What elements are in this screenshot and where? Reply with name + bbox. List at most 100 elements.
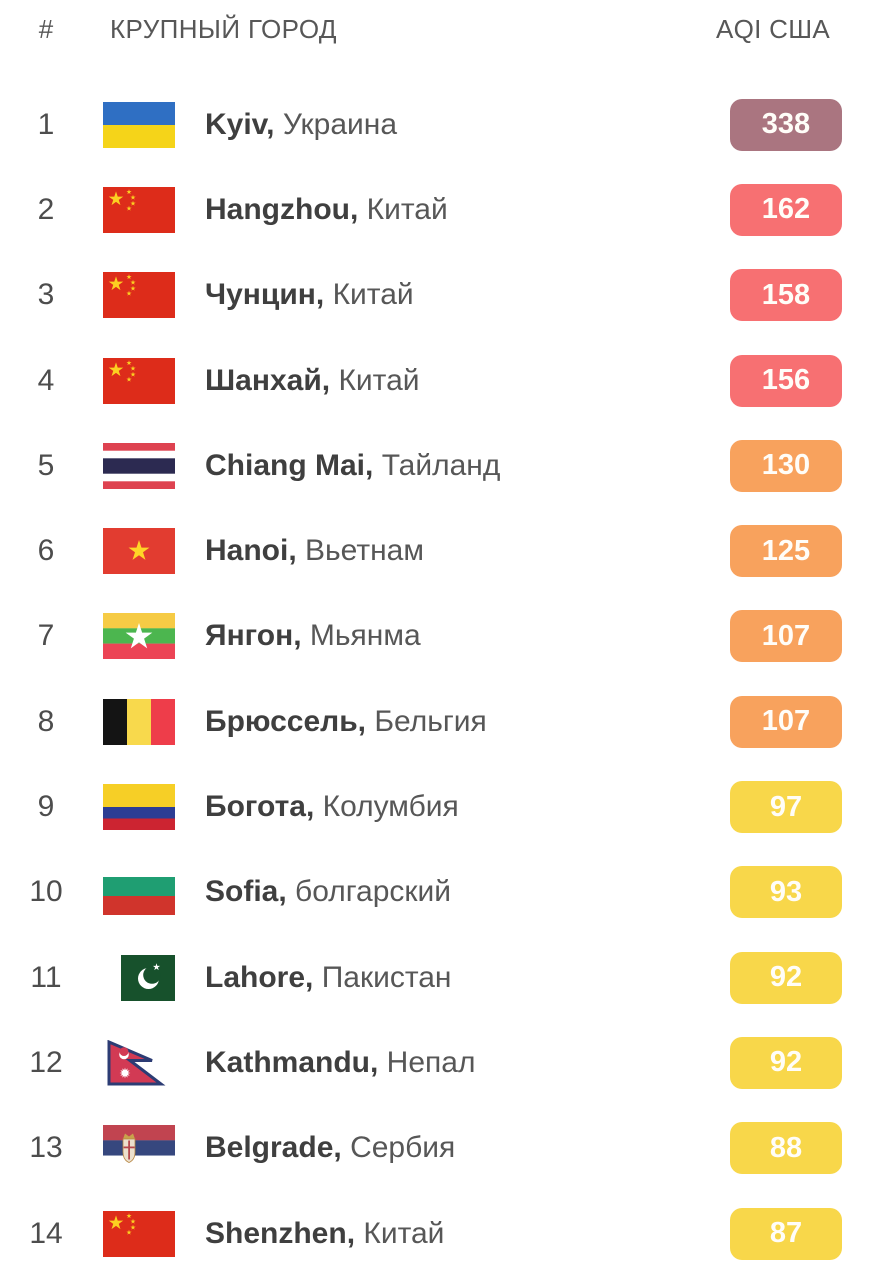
city-country-separator: , xyxy=(293,619,310,653)
city-name: Шанхай xyxy=(205,363,322,397)
city-country-separator: , xyxy=(321,363,339,397)
city-name: Чунцин xyxy=(205,278,316,312)
country-name: Бельгия xyxy=(374,704,487,738)
country-name: Украина xyxy=(282,107,398,141)
ranking-row[interactable]: 9 Богота, Колумбия 97 xyxy=(0,764,878,849)
rank-number: 14 xyxy=(29,1216,63,1250)
city-country-separator: , xyxy=(346,1216,364,1250)
ranking-row[interactable]: 3 Чунцин, Китай 158 xyxy=(0,253,878,338)
ranking-row[interactable]: 6 Hanoi, Вьетнам 125 xyxy=(0,508,878,593)
city-name: Kyiv xyxy=(205,107,267,141)
aqi-badge: 162 xyxy=(730,183,842,236)
rank-number: 4 xyxy=(37,363,55,397)
flag-china-icon xyxy=(103,357,175,404)
flag-nepal-icon xyxy=(103,1039,175,1086)
rank-number: 10 xyxy=(29,875,63,909)
header-aqi-label: AQI США xyxy=(715,14,830,44)
city-label: Belgrade, Сербия xyxy=(205,1131,455,1165)
flag-serbia-icon xyxy=(103,1125,175,1172)
country-name: Мьянма xyxy=(309,619,421,653)
country-name: болгарский xyxy=(295,875,452,909)
ranking-row[interactable]: 2 Hangzhou, Китай 162 xyxy=(0,167,878,252)
flag-china-icon xyxy=(103,1210,175,1257)
city-name: Kathmandu xyxy=(205,1045,370,1079)
city-name: Lahore xyxy=(205,960,306,994)
city-label: Shenzhen, Китай xyxy=(205,1217,444,1251)
city-name: Богота xyxy=(205,790,306,824)
flag-vietnam-icon xyxy=(103,528,175,575)
country-name: Колумбия xyxy=(322,790,459,824)
rank-number: 9 xyxy=(37,790,55,824)
city-country-separator: , xyxy=(333,1131,351,1165)
city-country-separator: , xyxy=(266,107,283,141)
flag-pakistan-icon xyxy=(103,954,175,1001)
ranking-row[interactable]: 12 Kathmandu, Непал 92 xyxy=(0,1020,878,1105)
city-label: Sofia, болгарский xyxy=(205,875,451,909)
header-city-label: КРУПНЫЙ ГОРОД xyxy=(110,14,337,44)
country-name: Китай xyxy=(363,1216,445,1250)
aqi-badge: 92 xyxy=(730,1036,842,1089)
flag-belgium-icon xyxy=(103,698,175,745)
aqi-badge: 156 xyxy=(730,354,842,407)
city-country-separator: , xyxy=(365,448,382,482)
city-label: Hangzhou, Китай xyxy=(205,193,448,227)
header-rank-label: # xyxy=(38,14,54,44)
city-country-separator: , xyxy=(305,960,322,994)
rank-number: 1 xyxy=(37,107,55,141)
ranking-row[interactable]: 5 Chiang Mai, Тайланд 130 xyxy=(0,423,878,508)
ranking-row[interactable]: 13 Belgrade, Сербия 88 xyxy=(0,1106,878,1191)
rank-number: 3 xyxy=(37,278,55,312)
ranking-row[interactable]: 11 Lahore, Пакистан 92 xyxy=(0,935,878,1020)
ranking-row[interactable]: 8 Брюссель, Бельгия 107 xyxy=(0,679,878,764)
city-label: Чунцин, Китай xyxy=(205,278,414,312)
city-label: Брюссель, Бельгия xyxy=(205,705,487,739)
ranking-list: 1 Kyiv, Украина 338 2 Hangzhou, Китай 162 3 Ч… xyxy=(0,82,878,1276)
ranking-row[interactable]: 7 Янгон, Мьянма 107 xyxy=(0,594,878,679)
city-label: Kyiv, Украина xyxy=(205,108,397,142)
aqi-badge: 88 xyxy=(730,1122,842,1175)
rank-number: 6 xyxy=(37,534,55,568)
aqi-badge: 93 xyxy=(730,866,842,919)
flag-myanmar-icon xyxy=(103,613,175,660)
rank-number: 7 xyxy=(37,619,55,653)
rank-number: 8 xyxy=(37,704,55,738)
rank-number: 2 xyxy=(37,192,55,226)
rank-number: 12 xyxy=(29,1045,63,1079)
country-name: Китай xyxy=(366,192,448,226)
city-label: Chiang Mai, Тайланд xyxy=(205,449,500,483)
city-country-separator: , xyxy=(370,1045,387,1079)
city-name: Брюссель xyxy=(205,704,358,738)
city-country-separator: , xyxy=(288,534,306,568)
ranking-row[interactable]: 10 Sofia, болгарский 93 xyxy=(0,850,878,935)
rank-number: 5 xyxy=(37,448,55,482)
aqi-badge: 107 xyxy=(730,695,842,748)
city-name: Hanoi xyxy=(205,534,289,568)
aqi-badge: 125 xyxy=(730,525,842,578)
flag-china-icon xyxy=(103,272,175,319)
city-country-separator: , xyxy=(357,704,375,738)
aqi-badge: 130 xyxy=(730,439,842,492)
aqi-badge: 338 xyxy=(730,98,842,151)
ranking-row[interactable]: 1 Kyiv, Украина 338 xyxy=(0,82,878,167)
flag-colombia-icon xyxy=(103,784,175,831)
country-name: Вьетнам xyxy=(305,534,424,568)
city-name: Chiang Mai xyxy=(205,448,366,482)
city-name: Янгон xyxy=(205,619,294,653)
city-country-separator: , xyxy=(349,192,367,226)
flag-thailand-icon xyxy=(103,442,175,489)
ranking-row[interactable]: 14 Shenzhen, Китай 87 xyxy=(0,1191,878,1276)
aqi-badge: 97 xyxy=(730,781,842,834)
country-name: Пакистан xyxy=(321,960,452,994)
city-label: Богота, Колумбия xyxy=(205,790,459,824)
country-name: Сербия xyxy=(350,1131,456,1165)
country-name: Непал xyxy=(386,1045,476,1079)
country-name: Тайланд xyxy=(381,448,501,482)
aqi-badge: 158 xyxy=(730,269,842,322)
city-country-separator: , xyxy=(305,790,323,824)
city-label: Lahore, Пакистан xyxy=(205,961,452,995)
city-country-separator: , xyxy=(278,875,296,909)
city-label: Янгон, Мьянма xyxy=(205,619,421,653)
ranking-row[interactable]: 4 Шанхай, Китай 156 xyxy=(0,338,878,423)
city-country-separator: , xyxy=(315,278,333,312)
aqi-badge: 107 xyxy=(730,610,842,663)
